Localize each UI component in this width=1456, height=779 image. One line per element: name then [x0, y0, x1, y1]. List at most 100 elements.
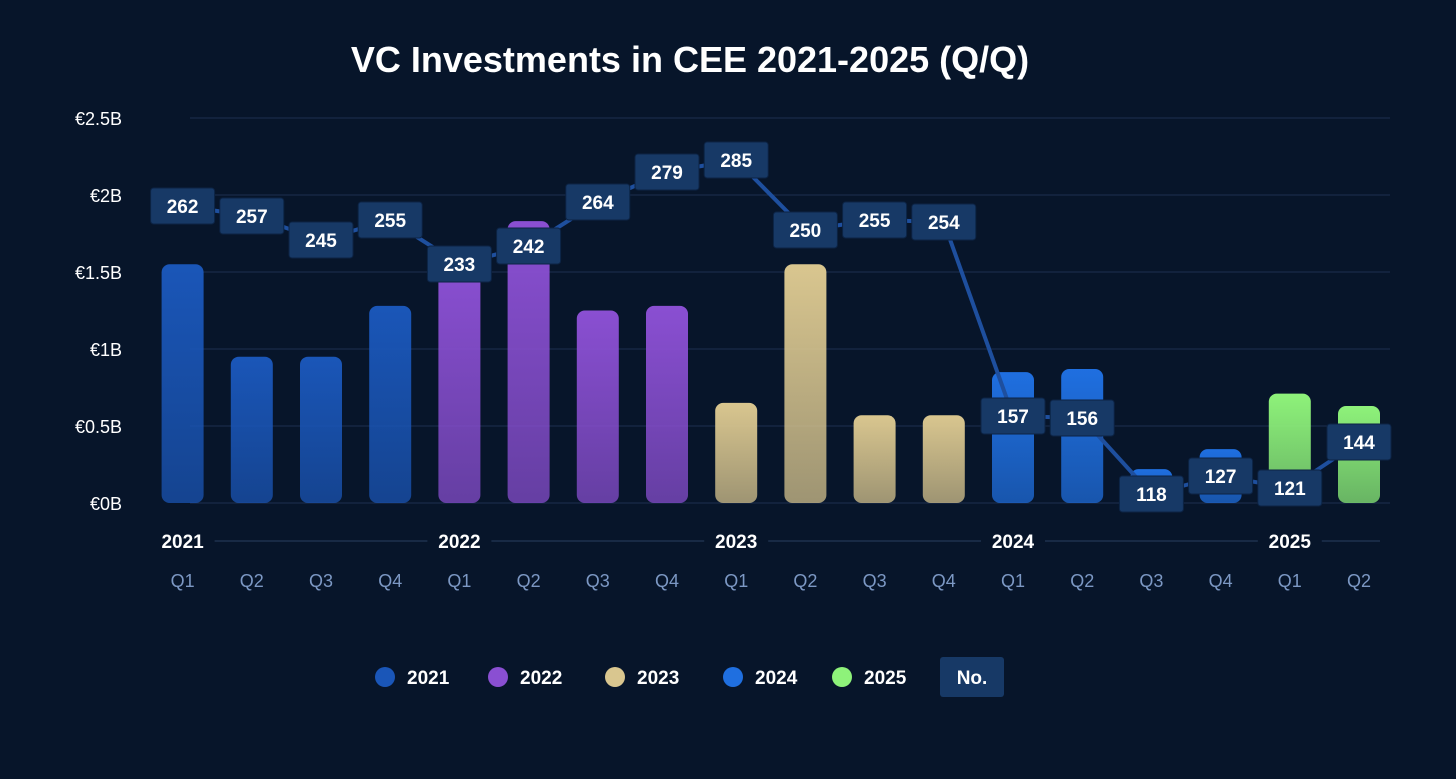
count-label: 255 [842, 201, 908, 239]
count-label-text: 233 [444, 255, 476, 276]
count-label-box [1257, 469, 1323, 507]
bar-2021-q1 [161, 264, 204, 503]
count-label-box [150, 187, 216, 225]
count-label: 144 [1326, 423, 1392, 461]
bar-2022-q2 [507, 221, 550, 503]
bar-2022-q1 [438, 264, 481, 503]
count-label-box [496, 227, 562, 265]
count-label: 254 [911, 203, 977, 241]
count-label: 118 [1118, 475, 1184, 513]
bar-2021-q3 [300, 356, 342, 503]
legend: 2021 2022 2023 2024 2025 No. [375, 657, 1004, 697]
quarter-label: Q1 [447, 571, 471, 591]
count-label: 242 [496, 227, 562, 265]
count-label-text: 254 [928, 213, 960, 234]
quarter-label: Q3 [309, 571, 333, 591]
bar-2022-q4 [646, 305, 688, 503]
count-label-text: 279 [651, 163, 683, 184]
count-label-text: 257 [236, 207, 268, 228]
count-label: 121 [1257, 469, 1323, 507]
year-label: 2024 [992, 532, 1035, 553]
count-label-text: 127 [1205, 467, 1237, 488]
quarter-label: Q3 [1139, 571, 1163, 591]
quarter-label: Q2 [517, 571, 541, 591]
y-tick-label: €1B [90, 340, 122, 360]
quarter-label: Q2 [1070, 571, 1094, 591]
count-label: 285 [703, 141, 769, 179]
quarter-label: Q1 [724, 571, 748, 591]
count-label: 279 [634, 153, 700, 191]
count-label-box [634, 153, 700, 191]
quarter-label: Q2 [240, 571, 264, 591]
count-label-text: 255 [374, 211, 406, 232]
quarter-label: Q1 [1001, 571, 1025, 591]
bar-2023-q4 [922, 415, 965, 503]
quarter-label: Q4 [932, 571, 956, 591]
count-label: 255 [357, 201, 423, 239]
quarter-label: Q4 [1209, 571, 1233, 591]
y-tick-label: €2B [90, 186, 122, 206]
count-label: 245 [288, 221, 354, 259]
y-tick-label: €1.5B [75, 263, 122, 283]
bar-2023-q1 [715, 402, 758, 503]
quarter-label: Q4 [378, 571, 402, 591]
count-label-box [219, 197, 285, 235]
legend-item-2021: 2021 [375, 667, 450, 689]
count-label-box [1049, 399, 1115, 437]
count-label-box [1326, 423, 1392, 461]
legend-count-label: No. [957, 668, 988, 689]
count-label-text: 285 [720, 151, 752, 172]
quarter-label: Q1 [1278, 571, 1302, 591]
year-label: 2023 [715, 532, 757, 553]
count-label-box [911, 203, 977, 241]
quarter-label: Q4 [655, 571, 679, 591]
count-label-text: 121 [1274, 479, 1306, 500]
count-label-box [1118, 475, 1184, 513]
legend-item-2023: 2023 [605, 667, 679, 689]
count-label-text: 245 [305, 231, 337, 252]
legend-count-box [940, 657, 1004, 697]
bar-2024-q1 [992, 372, 1034, 503]
count-labels: 262 257 245 255 233 242 264 279 285 250 255 254 157 1… [150, 141, 1392, 513]
chart-title: VC Investments in CEE 2021-2025 (Q/Q) [351, 39, 1029, 80]
count-label-text: 242 [513, 237, 545, 258]
bar-2023-q2 [784, 264, 827, 503]
count-label-text: 144 [1343, 433, 1375, 454]
bar-2023-q3 [853, 415, 896, 503]
year-label: 2022 [438, 532, 480, 553]
count-label-box [1188, 457, 1254, 495]
y-axis: €0B €0.5B €1B €1.5B €2B €2.5B [75, 109, 122, 514]
y-tick-label: €0B [90, 494, 122, 514]
bars [161, 221, 1380, 503]
count-label-box [842, 201, 908, 239]
legend-item-2025: 2025 [832, 667, 907, 689]
quarter-label: Q2 [1347, 571, 1371, 591]
legend-item-2022: 2022 [488, 667, 562, 689]
quarter-label: Q3 [586, 571, 610, 591]
legend-swatch [832, 667, 852, 687]
legend-label: 2024 [755, 668, 798, 689]
legend-label: 2023 [637, 668, 679, 689]
legend-swatch [723, 667, 743, 687]
count-label-box [565, 183, 631, 221]
legend-item-count: No. [940, 657, 1004, 697]
count-label-box [426, 245, 492, 283]
year-label: 2025 [1269, 532, 1312, 553]
count-label: 264 [565, 183, 631, 221]
count-label: 156 [1049, 399, 1115, 437]
count-label-text: 264 [582, 193, 614, 214]
count-label-text: 262 [167, 197, 199, 218]
count-label: 250 [772, 211, 838, 249]
x-axis: 2021 2022 2023 2024 2025 Q1 Q2 Q3 Q4 Q1 Q2 Q3 Q4 Q1 Q2… [161, 532, 1380, 591]
quarter-label: Q1 [171, 571, 195, 591]
count-label-box [980, 397, 1046, 435]
y-tick-label: €0.5B [75, 417, 122, 437]
count-label-text: 250 [790, 221, 822, 242]
count-label-text: 157 [997, 407, 1029, 428]
bar-2021-q2 [230, 356, 273, 503]
legend-swatch [375, 667, 395, 687]
bar-2021-q4 [369, 305, 412, 503]
count-label-box [772, 211, 838, 249]
